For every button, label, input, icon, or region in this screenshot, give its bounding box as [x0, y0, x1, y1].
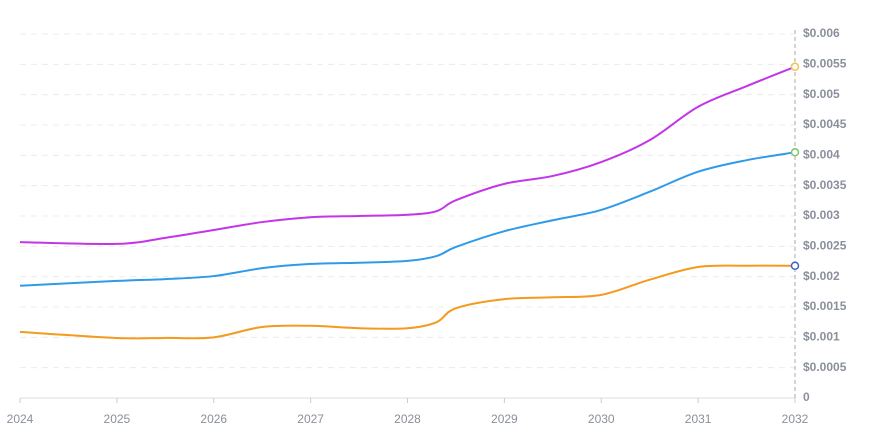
x-tick-label: 2031: [685, 412, 712, 426]
x-tick-label: 2024: [7, 412, 34, 426]
end-marker: [790, 261, 800, 270]
y-tick-label: $0.0035: [803, 178, 847, 192]
y-tick-label: $0.003: [803, 208, 840, 222]
line-series: [19, 65, 796, 246]
y-tick-label: $0.004: [803, 148, 840, 162]
line-series: [19, 151, 796, 287]
y-tick-label: $0.002: [803, 269, 840, 283]
y-tick-label: $0.006: [803, 26, 840, 40]
x-tick-label: 2029: [491, 412, 518, 426]
end-marker: [790, 62, 800, 72]
y-tick-label: $0.0055: [803, 57, 847, 71]
y-tick-label: $0.0015: [803, 299, 847, 313]
y-tick-label: $0.0025: [803, 239, 847, 253]
x-tick-label: 2028: [394, 412, 421, 426]
y-tick-label: $0.0005: [803, 360, 847, 374]
y-tick-label: 0: [803, 390, 810, 404]
x-tick-label: 2030: [588, 412, 615, 426]
x-tick-label: 2025: [104, 412, 131, 426]
x-tick-label: 2032: [782, 412, 809, 426]
y-tick-label: $0.005: [803, 87, 840, 101]
line-series: [19, 264, 796, 340]
x-tick-label: 2027: [297, 412, 324, 426]
end-marker: [790, 148, 800, 157]
y-tick-label: $0.0045: [803, 117, 847, 131]
x-tick-label: 2026: [200, 412, 227, 426]
y-tick-label: $0.001: [803, 330, 840, 344]
